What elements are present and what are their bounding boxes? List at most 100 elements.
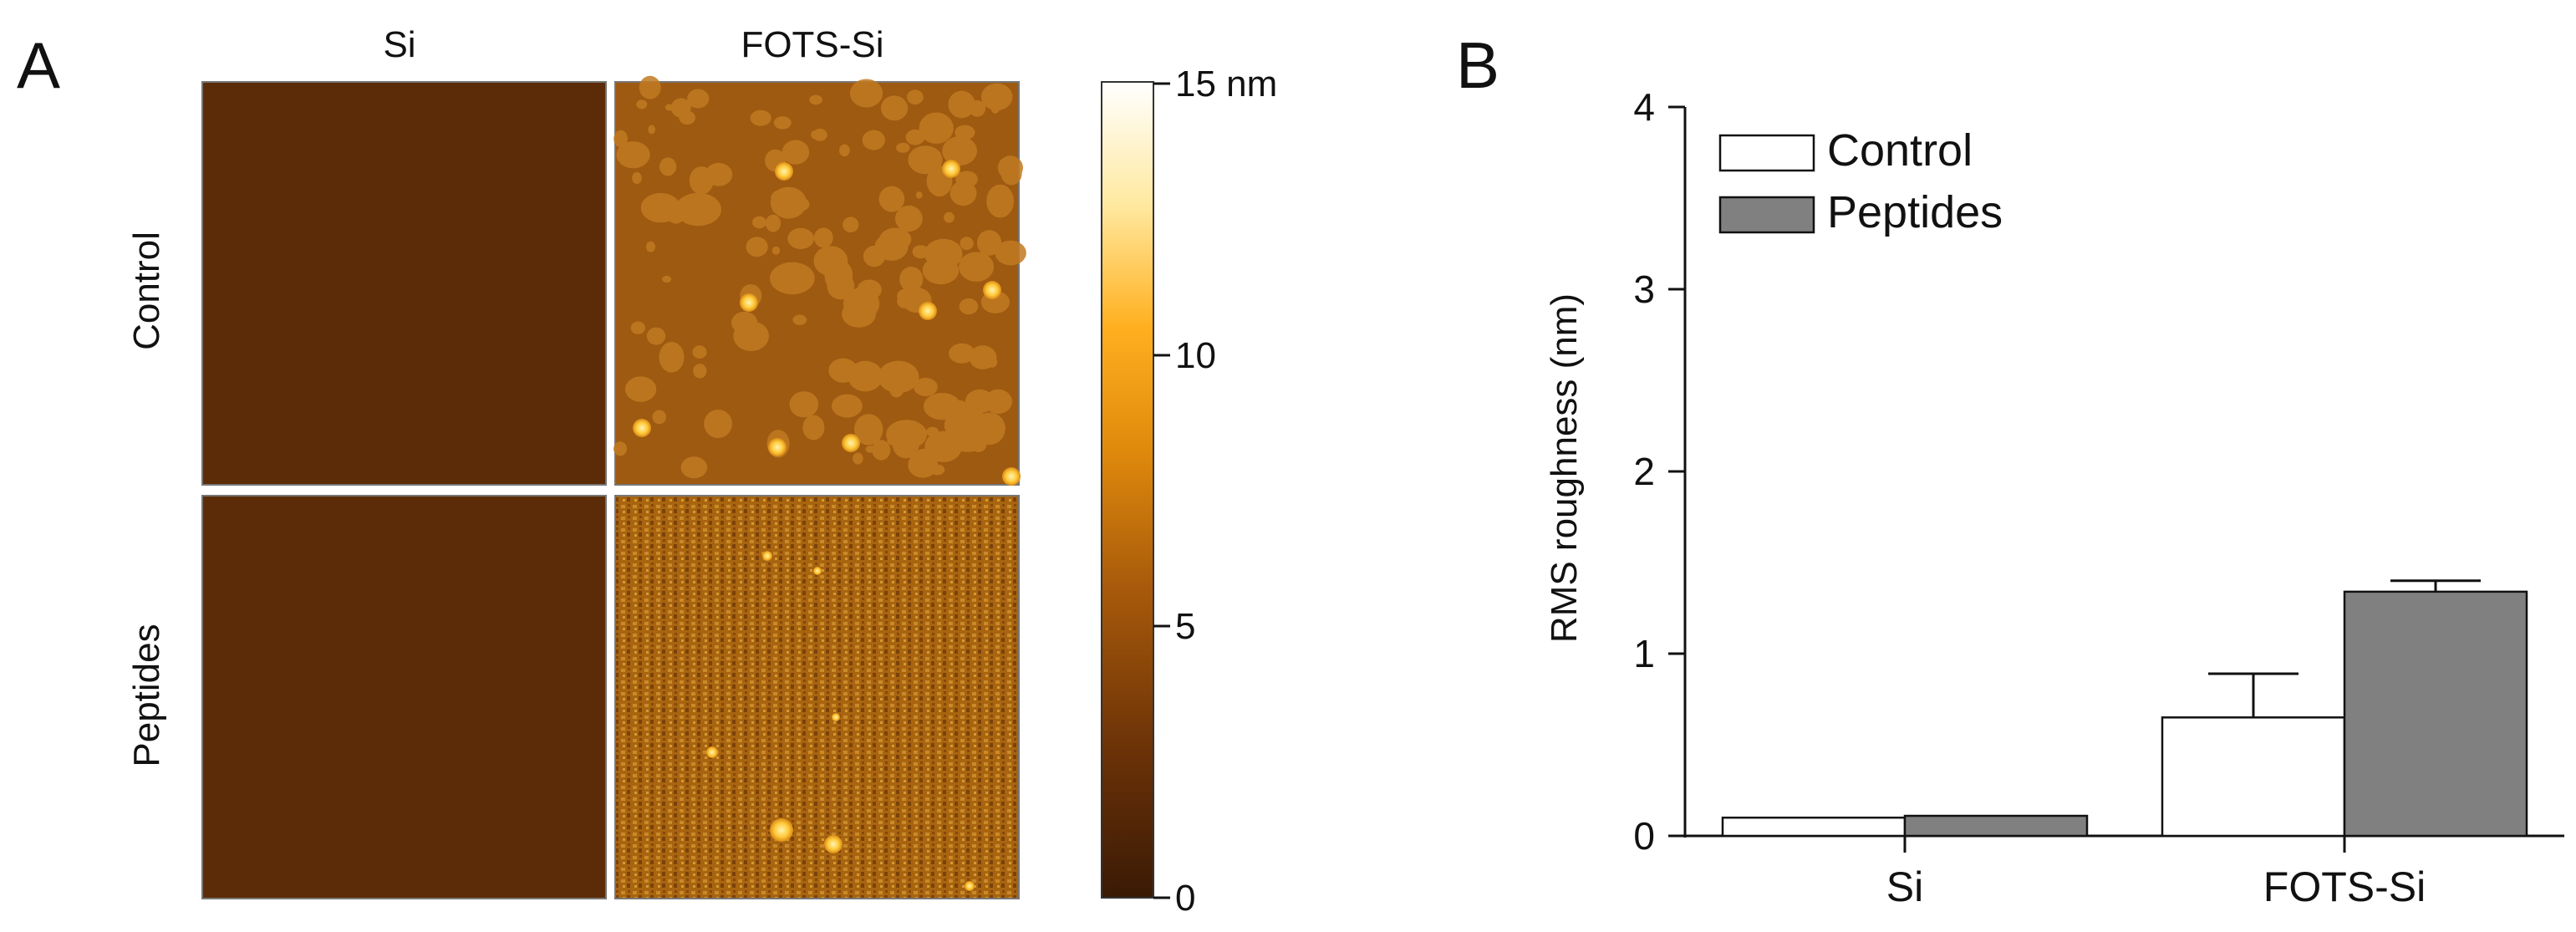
- surface-island: [865, 446, 876, 453]
- surface-island: [792, 197, 810, 211]
- bright-particle: [813, 567, 822, 575]
- surface-island: [659, 157, 677, 176]
- surface-island: [842, 300, 876, 328]
- surface-island: [692, 345, 707, 359]
- surface-island: [636, 99, 648, 109]
- surface-island: [914, 378, 938, 396]
- surface-island: [949, 181, 977, 206]
- panel-a-letter: A: [17, 28, 60, 102]
- column-label-fots-si: FOTS-Si: [741, 24, 883, 65]
- surface-island: [923, 393, 961, 420]
- surface-island: [773, 116, 792, 130]
- bright-particle: [768, 438, 787, 456]
- y-tick-label: 3: [1633, 267, 1655, 311]
- surface-island: [959, 298, 979, 315]
- surface-island: [680, 456, 708, 479]
- bar-peptides-fots-si: [2343, 590, 2528, 838]
- surface-island: [908, 451, 939, 478]
- surface-island: [616, 141, 650, 169]
- surface-island: [881, 95, 909, 121]
- surface-island: [886, 364, 906, 387]
- surface-island: [953, 400, 968, 413]
- surface-island: [974, 412, 1005, 446]
- surface-island: [908, 145, 943, 175]
- panel-b: B RMS roughness (nm) 0 1 2 3 4 Si FOTS-Si Cont…: [1456, 28, 2564, 910]
- surface-island: [765, 214, 781, 232]
- surface-island: [853, 414, 883, 446]
- bright-particle: [919, 302, 937, 320]
- surface-island: [781, 140, 810, 165]
- bright-particle: [824, 835, 843, 853]
- surface-island: [872, 440, 891, 461]
- surface-island: [986, 184, 1014, 218]
- afm-image-si-control: [201, 81, 607, 486]
- surface-island: [832, 394, 863, 418]
- bright-particle: [942, 160, 960, 178]
- colorbar-tick-15: 15 nm: [1175, 64, 1277, 104]
- surface-island: [780, 206, 786, 214]
- surface-island: [752, 216, 766, 229]
- legend-swatch-control: [1718, 134, 1815, 172]
- afm-image-si-peptides: [201, 495, 607, 899]
- surface-island: [948, 90, 975, 119]
- surface-island: [705, 162, 733, 186]
- panel-a: A Si FOTS-Si Control Peptides 15 nm 10: [17, 24, 1277, 919]
- bright-particle: [740, 293, 758, 312]
- row-label-control: Control: [126, 232, 167, 350]
- legend-label-peptides: Peptides: [1827, 187, 2003, 237]
- surface-island: [915, 191, 923, 199]
- surface-island: [750, 109, 771, 126]
- surface-island: [897, 295, 912, 308]
- colorbar-tick-0: 0: [1175, 878, 1195, 919]
- surface-island: [746, 237, 768, 257]
- surface-island: [879, 227, 912, 252]
- surface-island: [613, 441, 627, 456]
- surface-island: [987, 356, 998, 368]
- bright-particle: [762, 551, 772, 561]
- legend-label-control: Control: [1827, 125, 1973, 176]
- colorbar-tick-5: 5: [1175, 606, 1195, 647]
- bright-particle: [1002, 467, 1021, 486]
- surface-island: [839, 144, 850, 157]
- x-tick-label: FOTS-Si: [2263, 863, 2426, 910]
- surface-island: [980, 83, 1013, 111]
- surface-island: [662, 276, 672, 283]
- surface-island: [646, 327, 666, 345]
- surface-island: [771, 246, 781, 255]
- surface-island: [813, 227, 833, 248]
- surface-island: [613, 130, 628, 148]
- surface-island: [895, 205, 923, 232]
- bright-particle: [842, 434, 860, 452]
- y-tick-label: 0: [1633, 814, 1655, 858]
- surface-island: [813, 246, 848, 277]
- bright-particle: [965, 881, 975, 891]
- surface-island: [659, 342, 685, 373]
- row-label-peptides: Peptides: [126, 624, 167, 766]
- surface-island: [704, 410, 732, 438]
- surface-island: [955, 125, 975, 140]
- bright-particle: [633, 419, 651, 437]
- surface-island: [792, 314, 807, 325]
- surface-island: [770, 262, 815, 295]
- surface-island: [648, 125, 655, 135]
- surface-island: [646, 241, 655, 252]
- x-tick-label: Si: [1886, 863, 1923, 910]
- column-label-si: Si: [383, 24, 415, 65]
- surface-island: [640, 192, 681, 223]
- surface-island: [944, 211, 955, 223]
- surface-island: [849, 79, 883, 108]
- surface-island: [811, 130, 818, 140]
- surface-island: [693, 364, 707, 379]
- colorbar-gradient: [1101, 81, 1154, 899]
- surface-island: [942, 136, 977, 166]
- bar-control-si: [1721, 816, 1907, 838]
- chart-bars: [1721, 579, 2528, 838]
- surface-island: [960, 237, 974, 251]
- surface-island: [771, 190, 788, 207]
- surface-island: [964, 402, 983, 418]
- surface-island: [924, 430, 963, 462]
- bright-particle: [706, 746, 718, 758]
- surface-island: [787, 227, 814, 249]
- surface-island: [863, 245, 886, 267]
- y-tick-label: 1: [1633, 632, 1655, 675]
